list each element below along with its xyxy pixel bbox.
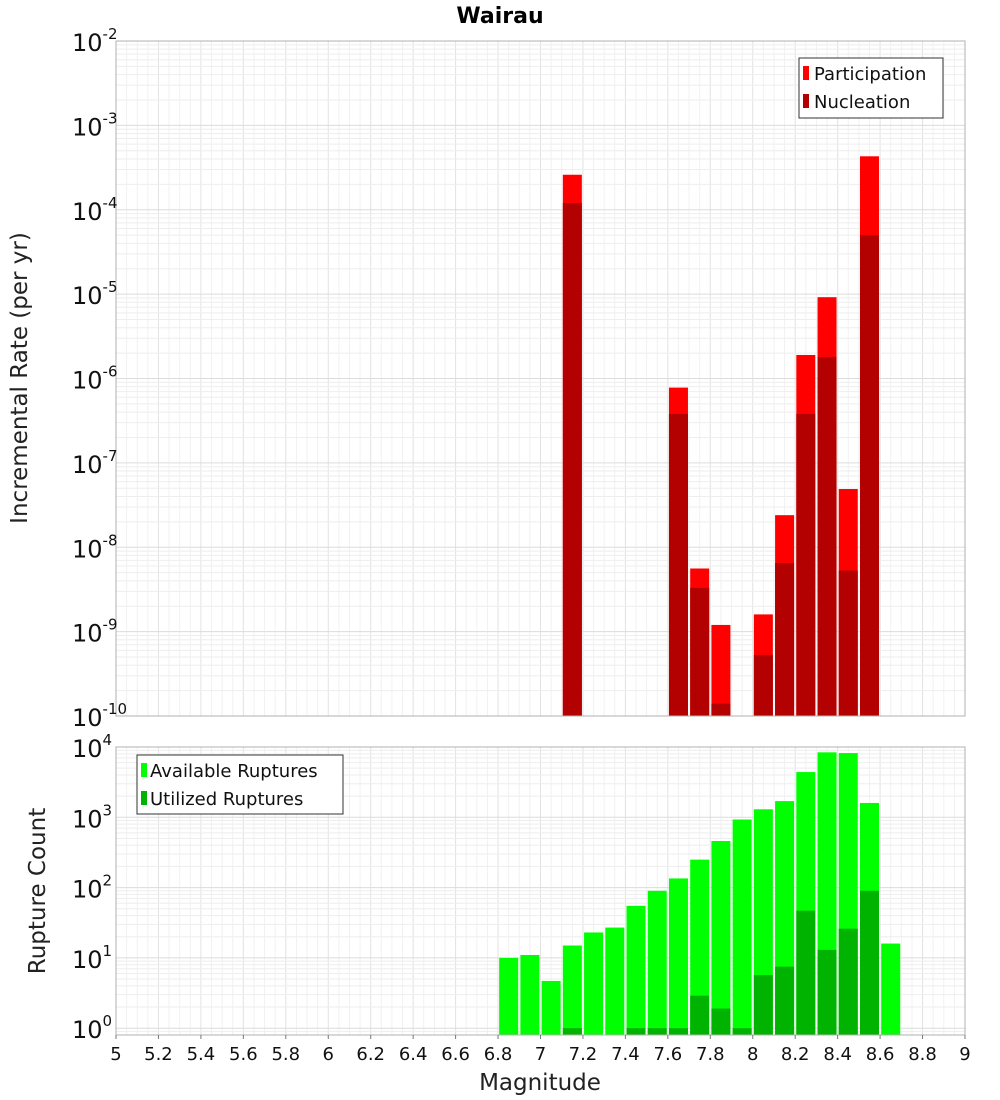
top-bars: [562, 156, 879, 717]
top-y-axis-label: Incremental Rate (per yr): [7, 232, 33, 524]
bottom-bar-utilized-ruptures: [690, 995, 710, 1035]
bottom-bar-utilized-ruptures: [817, 949, 837, 1035]
y-tick-label: 10-4: [72, 194, 118, 226]
legend-swatch-utilized: [141, 791, 147, 805]
bottom-bar-available-ruptures: [520, 954, 540, 1035]
x-tick-label: 7.6: [654, 1044, 683, 1065]
bottom-legend-box: [136, 754, 344, 815]
x-tick-label: 5.2: [144, 1044, 173, 1065]
x-tick-label: 7.4: [611, 1044, 640, 1065]
bottom-y-tick-labels: 100 101 102 103 104: [72, 731, 112, 1044]
top-bar-nucleation: [690, 587, 710, 716]
chart-title: Wairau: [456, 4, 543, 29]
top-bar-nucleation: [775, 563, 795, 716]
top-plot-frame: [115, 40, 966, 717]
legend-swatch-participation: [803, 66, 809, 80]
y-tick-label: 10-9: [72, 616, 118, 648]
x-tick-label: 5.4: [187, 1044, 216, 1065]
bottom-bar-available-ruptures: [881, 943, 901, 1035]
bottom-bar-available-ruptures: [499, 957, 519, 1035]
y-tick-label: 10-6: [72, 363, 118, 395]
y-tick-label: 103: [72, 801, 112, 833]
x-tick-label: 9: [959, 1044, 970, 1065]
y-tick-label: 100: [72, 1012, 112, 1044]
x-tick-label: 6.2: [356, 1044, 385, 1065]
bottom-bar-available-ruptures: [711, 841, 731, 1035]
y-tick-label: 101: [72, 942, 112, 974]
bottom-bar-utilized-ruptures: [838, 928, 858, 1035]
top-panel: 10-10 10-9 10-8 10-7 10-6 10-5 10-4 10-3 10-2 In…: [7, 25, 966, 732]
bottom-bar-utilized-ruptures: [859, 890, 879, 1035]
legend-swatch-nucleation: [803, 94, 809, 108]
x-tick-label: 8.6: [866, 1044, 895, 1065]
bottom-bar-utilized-ruptures: [732, 1028, 752, 1035]
top-bar-participation: [711, 624, 731, 716]
legend-label-utilized: Utilized Ruptures: [150, 789, 303, 810]
x-tick-label: 5: [110, 1044, 121, 1065]
bottom-bar-available-ruptures: [647, 890, 667, 1035]
bottom-bar-utilized-ruptures: [668, 1028, 688, 1035]
x-tick-label: 7.2: [569, 1044, 598, 1065]
y-tick-label: 10-3: [72, 109, 118, 141]
y-tick-label: 10-5: [72, 278, 118, 310]
y-tick-label: 10-10: [72, 700, 127, 732]
bottom-bar-utilized-ruptures: [562, 1028, 582, 1035]
bottom-bar-utilized-ruptures: [775, 966, 795, 1035]
y-tick-label: 104: [72, 731, 112, 763]
top-y-tick-labels: 10-10 10-9 10-8 10-7 10-6 10-5 10-4 10-3 10-2: [72, 25, 127, 732]
top-bar-nucleation: [753, 654, 773, 716]
legend-label-nucleation: Nucleation: [814, 92, 910, 113]
bottom-panel: 100 101 102 103 104 5 5.2 5.4 5.6 5.8 6 6.2 6.4 6.6 6…: [25, 731, 971, 1096]
bottom-bar-available-ruptures: [584, 932, 604, 1035]
top-bar-nucleation: [817, 356, 837, 716]
x-tick-label: 8: [747, 1044, 758, 1065]
y-tick-label: 10-7: [72, 447, 118, 479]
bottom-bar-available-ruptures: [732, 819, 752, 1035]
x-tick-label: 5.8: [271, 1044, 300, 1065]
x-axis-label: Magnitude: [479, 1070, 601, 1096]
x-tick-label: 8.8: [908, 1044, 937, 1065]
bottom-bar-utilized-ruptures: [647, 1028, 667, 1035]
bottom-bar-available-ruptures: [690, 859, 710, 1035]
legend-label-available: Available Ruptures: [150, 761, 318, 782]
top-legend-box: [798, 57, 944, 119]
x-tick-label: 8.4: [823, 1044, 852, 1065]
y-tick-label: 10-2: [72, 25, 118, 57]
x-tick-label: 7: [535, 1044, 546, 1065]
top-bar-nucleation: [859, 235, 879, 716]
top-bar-nucleation: [668, 413, 688, 716]
bottom-bar-utilized-ruptures: [711, 1008, 731, 1035]
bottom-y-axis-label: Rupture Count: [25, 808, 51, 974]
x-tick-label: 6.6: [441, 1044, 470, 1065]
bottom-bar-available-ruptures: [605, 927, 625, 1035]
bottom-bar-available-ruptures: [626, 905, 646, 1035]
top-legend: Participation Nucleation: [798, 57, 944, 119]
x-tick-label: 5.6: [229, 1044, 258, 1065]
bottom-bar-available-ruptures: [562, 945, 582, 1035]
bottom-legend: Available Ruptures Utilized Ruptures: [136, 754, 344, 815]
top-gridlines: [115, 40, 966, 717]
x-tick-label: 8.2: [781, 1044, 810, 1065]
legend-label-participation: Participation: [814, 64, 926, 85]
y-tick-label: 10-8: [72, 531, 118, 563]
bottom-bar-utilized-ruptures: [796, 910, 816, 1035]
x-tick-label: 6.8: [484, 1044, 513, 1065]
x-tick-label: 6: [323, 1044, 334, 1065]
x-tick-labels: 5 5.2 5.4 5.6 5.8 6 6.2 6.4 6.6 6.8 7 7.2 7.4 7.6 7.8 8…: [110, 1035, 971, 1065]
top-bar-nucleation: [562, 203, 582, 716]
bottom-bar-available-ruptures: [668, 878, 688, 1035]
top-bar-nucleation: [838, 570, 858, 716]
x-tick-label: 7.8: [696, 1044, 725, 1065]
bottom-bars: [499, 752, 901, 1035]
legend-swatch-available: [141, 763, 147, 777]
x-tick-label: 6.4: [399, 1044, 428, 1065]
bottom-bar-utilized-ruptures: [753, 975, 773, 1035]
bottom-bar-available-ruptures: [541, 980, 561, 1035]
y-tick-label: 102: [72, 872, 112, 904]
bottom-bar-utilized-ruptures: [626, 1028, 646, 1035]
top-bar-nucleation: [711, 703, 731, 716]
top-bar-nucleation: [796, 413, 816, 716]
